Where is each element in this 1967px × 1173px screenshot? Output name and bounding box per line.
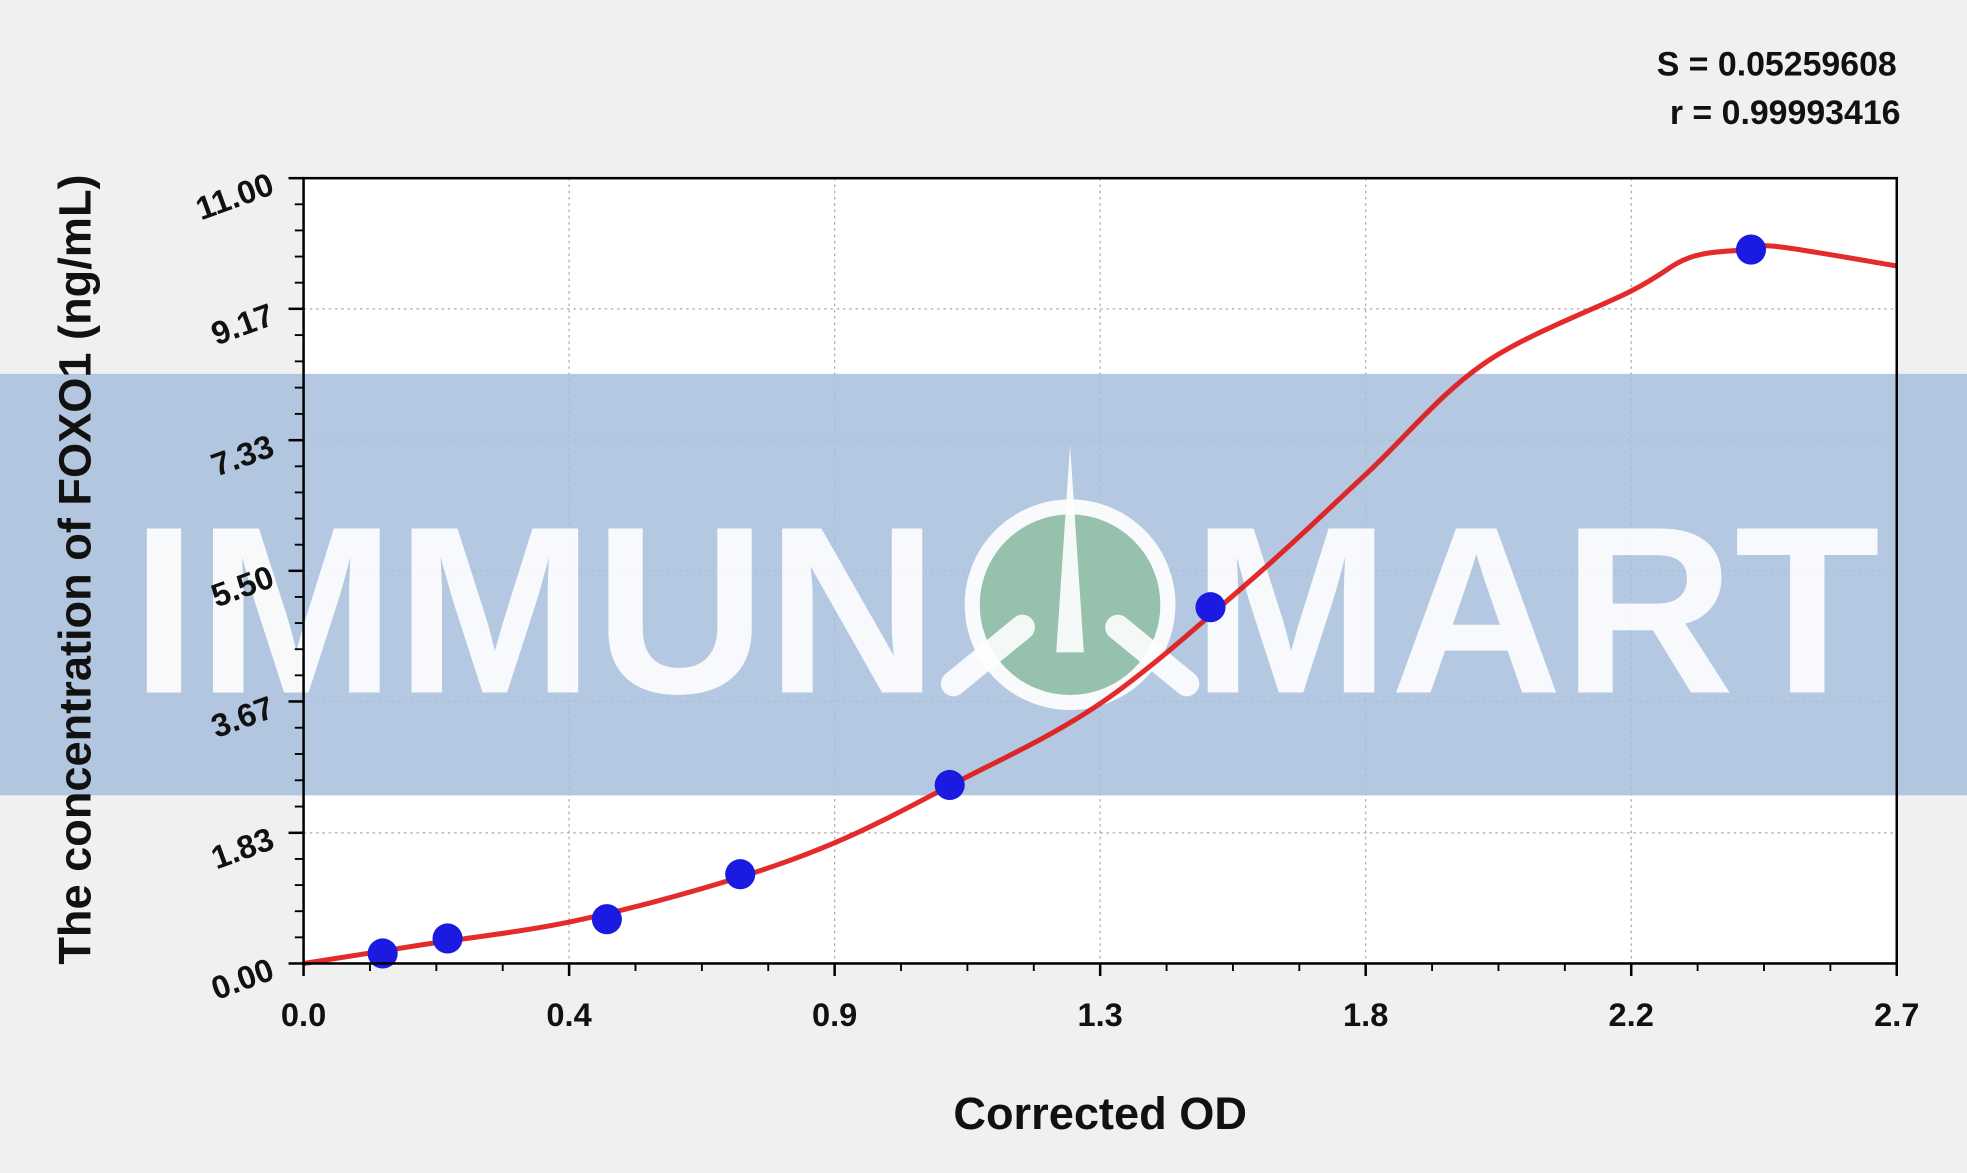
- annotation: r = 0.99993416: [1670, 94, 1901, 132]
- data-point: [367, 938, 398, 969]
- data-point: [725, 859, 756, 890]
- data-point: [1735, 234, 1767, 265]
- y-axis-title: The concentration of FOXO1 (ng/mL): [49, 174, 100, 964]
- data-point: [432, 923, 463, 954]
- watermark-text: IMMUN: [131, 477, 939, 744]
- plot-frame: [302, 176, 1899, 965]
- data-point: [1195, 592, 1226, 623]
- x-axis-title: Corrected OD: [953, 1088, 1247, 1139]
- x-tick-label: 1.8: [1343, 996, 1388, 1033]
- watermark-logo: [940, 614, 1200, 697]
- annotation: S = 0.05259608: [1657, 45, 1897, 83]
- data-point: [934, 769, 965, 801]
- watermark-text: MART: [1192, 477, 1880, 744]
- x-tick-label: 0.0: [281, 996, 326, 1033]
- watermark: IMMUN MART: [0, 373, 1967, 796]
- x-tick-label: 0.9: [812, 996, 857, 1033]
- x-tick-label: 1.3: [1077, 996, 1122, 1033]
- x-tick-label: 0.4: [546, 996, 591, 1033]
- watermark-logo: [1056, 445, 1084, 653]
- x-tick-label: 2.2: [1609, 996, 1654, 1033]
- x-tick-label: 2.7: [1874, 996, 1919, 1033]
- watermark-logo: [964, 499, 1176, 711]
- data-point: [591, 904, 622, 935]
